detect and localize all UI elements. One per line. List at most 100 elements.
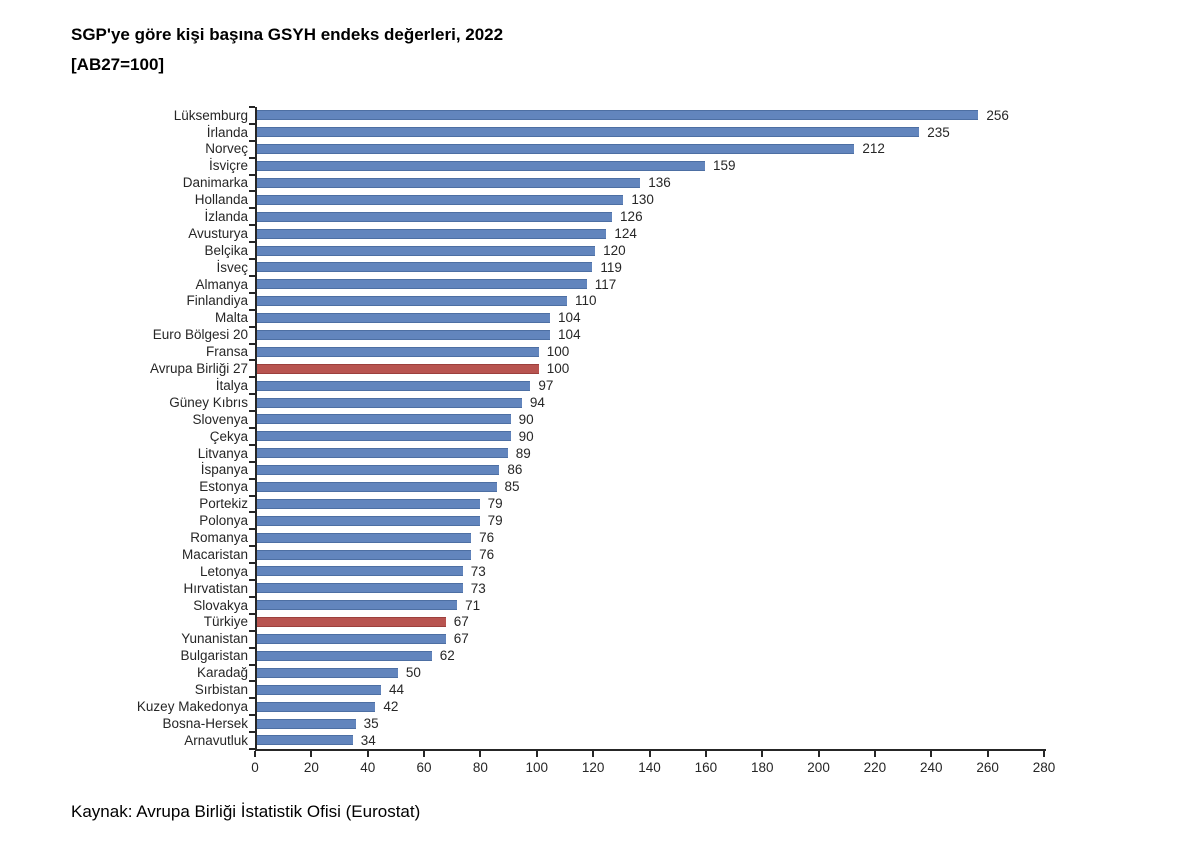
value-label: 86 xyxy=(507,462,523,478)
category-label: İzlanda xyxy=(204,209,248,225)
bar-row: Almanya 117 xyxy=(195,276,1046,293)
category-label: Norveç xyxy=(205,141,248,157)
value-label: 73 xyxy=(470,580,486,596)
category-label: Belçika xyxy=(204,242,248,258)
x-axis-tick xyxy=(873,751,876,757)
x-axis: 0 20 40 60 80 100 120 140 160 180 200 220 240 260 280 xyxy=(251,751,1055,791)
value-label: 100 xyxy=(546,344,570,360)
value-label: 89 xyxy=(515,445,531,461)
y-axis-tick xyxy=(249,511,255,514)
category-label: Türkiye xyxy=(203,614,248,630)
value-label: 110 xyxy=(574,293,597,309)
y-axis-tick xyxy=(249,562,255,565)
bar-row: Malta 104 xyxy=(215,310,1046,327)
bar xyxy=(257,650,432,661)
category-label: Polonya xyxy=(199,513,248,529)
x-axis-tick xyxy=(535,751,538,757)
source-caption: Kaynak: Avrupa Birliği İstatistik Ofisi … xyxy=(71,802,421,821)
x-axis-tick-label: 80 xyxy=(472,760,488,775)
y-axis-tick xyxy=(249,274,255,277)
category-label: Letonya xyxy=(199,563,248,579)
y-axis-tick xyxy=(249,122,255,125)
category-label: Hollanda xyxy=(194,192,248,208)
category-label: Avusturya xyxy=(188,225,248,241)
category-label: Portekiz xyxy=(199,496,248,512)
x-axis-tick-label: 120 xyxy=(581,760,605,775)
value-label: 50 xyxy=(405,665,421,681)
category-label: İspanya xyxy=(200,462,248,478)
bar xyxy=(257,211,613,222)
y-axis-tick xyxy=(249,207,255,210)
y-axis-tick xyxy=(249,258,255,261)
x-axis-tick xyxy=(704,751,707,757)
y-axis-tick xyxy=(249,680,255,683)
y-axis-tick xyxy=(249,427,255,429)
bar-row: İsviçre 159 xyxy=(209,158,1046,175)
category-label: Avrupa Birliği 27 xyxy=(149,361,248,377)
bar xyxy=(257,228,607,239)
y-axis-tick xyxy=(249,359,255,362)
value-label: 71 xyxy=(465,597,481,613)
bar xyxy=(257,110,979,121)
bar xyxy=(257,482,497,493)
value-label: 256 xyxy=(986,107,1009,123)
bar-row: Danimarka 136 xyxy=(183,175,1046,192)
x-axis-tick xyxy=(479,751,482,757)
x-axis-tick xyxy=(930,751,933,757)
bar xyxy=(257,498,480,509)
value-label: 212 xyxy=(862,141,885,157)
bar-row: Çekya 90 xyxy=(210,428,1046,445)
y-axis-tick xyxy=(249,139,255,142)
bar-row: Letonya 73 xyxy=(200,563,1046,580)
y-axis-tick xyxy=(249,443,255,446)
bar-row: Sırbistan 44 xyxy=(195,681,1046,698)
value-label: 130 xyxy=(631,192,654,208)
category-label: İsveç xyxy=(216,259,248,275)
value-label: 67 xyxy=(453,631,469,647)
bar-row: Karadağ 50 xyxy=(197,664,1046,681)
bar xyxy=(257,346,539,357)
category-label: Karadağ xyxy=(196,665,248,681)
category-label: Arnavutluk xyxy=(184,732,248,748)
bar xyxy=(257,532,472,543)
x-axis-tick xyxy=(592,751,595,757)
value-label: 117 xyxy=(594,276,617,292)
value-label: 90 xyxy=(518,428,534,444)
x-axis-tick xyxy=(254,751,256,757)
y-axis-tick xyxy=(249,731,255,734)
category-label: Euro Bölgesi 20 xyxy=(152,327,248,343)
value-label: 94 xyxy=(529,394,545,410)
x-axis-tick xyxy=(986,751,989,757)
bar xyxy=(257,313,551,324)
value-label: 97 xyxy=(538,377,554,393)
x-axis-tick-label: 100 xyxy=(525,760,549,775)
x-axis-tick-label: 60 xyxy=(416,760,432,775)
y-axis-tick xyxy=(249,595,255,598)
bar-row: Kuzey Makedonya 42 xyxy=(137,698,1046,715)
bar-row: Portekiz 79 xyxy=(199,495,1046,512)
bar xyxy=(257,161,706,172)
x-axis-tick xyxy=(1043,751,1045,757)
y-axis-tick xyxy=(249,612,255,615)
bar xyxy=(257,144,855,155)
y-axis-tick xyxy=(249,545,255,548)
bar xyxy=(257,245,596,256)
category-label: Fransa xyxy=(205,344,248,360)
x-axis-tick xyxy=(366,751,369,757)
x-axis-tick-label: 280 xyxy=(1032,760,1056,775)
value-label: 34 xyxy=(360,732,376,748)
x-axis-tick-label: 180 xyxy=(750,760,774,775)
value-label: 44 xyxy=(388,681,405,697)
category-label: Litvanya xyxy=(197,445,248,461)
bar xyxy=(257,262,593,273)
value-label: 85 xyxy=(504,479,520,495)
y-axis-tick xyxy=(249,477,255,480)
y-axis-tick xyxy=(249,494,255,497)
bar xyxy=(257,684,381,695)
category-label: Malta xyxy=(214,310,248,326)
category-label: İsviçre xyxy=(208,158,248,174)
chart-subtitle: [AB27=100] xyxy=(71,55,165,74)
y-axis-tick xyxy=(249,106,255,108)
category-label: Güney Kıbrıs xyxy=(169,394,248,410)
